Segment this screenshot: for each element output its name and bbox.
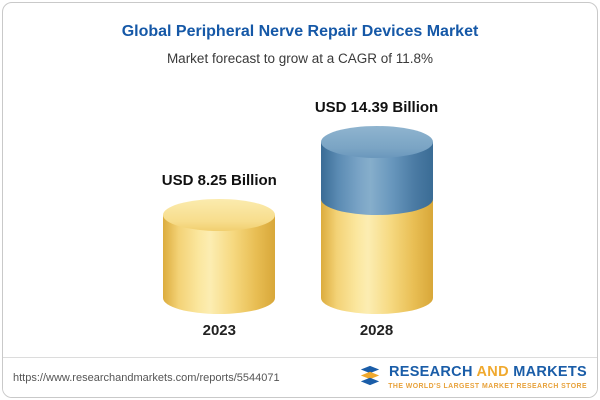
- category-label-2028: 2028: [359, 322, 394, 339]
- cylinder-2028-cap: [320, 126, 433, 158]
- cylinder-2023-body: [163, 215, 276, 314]
- value-label-2028: USD 14.39 Billion: [314, 99, 439, 116]
- footer-bar: https://www.researchandmarkets.com/repor…: [3, 357, 597, 397]
- researchandmarkets-logo-icon: [359, 364, 381, 391]
- category-label-2023: 2023: [202, 322, 236, 339]
- logo-name: RESEARCH AND MARKETS: [388, 364, 587, 381]
- cylinder-2023-cap: [163, 199, 276, 231]
- logo-word-and: AND: [476, 364, 509, 381]
- cylinder-2028: [320, 126, 433, 314]
- report-url[interactable]: https://www.researchandmarkets.com/repor…: [13, 371, 280, 384]
- logo-text-block: RESEARCH AND MARKETS THE WORLD'S LARGEST…: [388, 364, 587, 390]
- logo-tagline: THE WORLD'S LARGEST MARKET RESEARCH STOR…: [388, 382, 587, 390]
- chart-title: Global Peripheral Nerve Repair Devices M…: [121, 23, 479, 40]
- chart-header: Global Peripheral Nerve Repair Devices M…: [3, 23, 597, 66]
- cylinder-2023: [163, 199, 276, 314]
- researchandmarkets-logo[interactable]: RESEARCH AND MARKETS THE WORLD'S LARGEST…: [359, 364, 587, 391]
- bar-group-2023: USD 8.25 Billion 2023: [162, 172, 277, 339]
- value-label-2023: USD 8.25 Billion: [161, 172, 277, 189]
- chart-subtitle: Market forecast to grow at a CAGR of 11.…: [166, 51, 434, 66]
- logo-word-markets: MARKETS: [513, 364, 587, 381]
- logo-word-research: RESEARCH: [388, 364, 473, 381]
- bar-group-2028: USD 14.39 Billion 2028: [315, 99, 438, 339]
- bar-chart: USD 8.25 Billion 2023 USD 14.39 Billion …: [3, 99, 597, 339]
